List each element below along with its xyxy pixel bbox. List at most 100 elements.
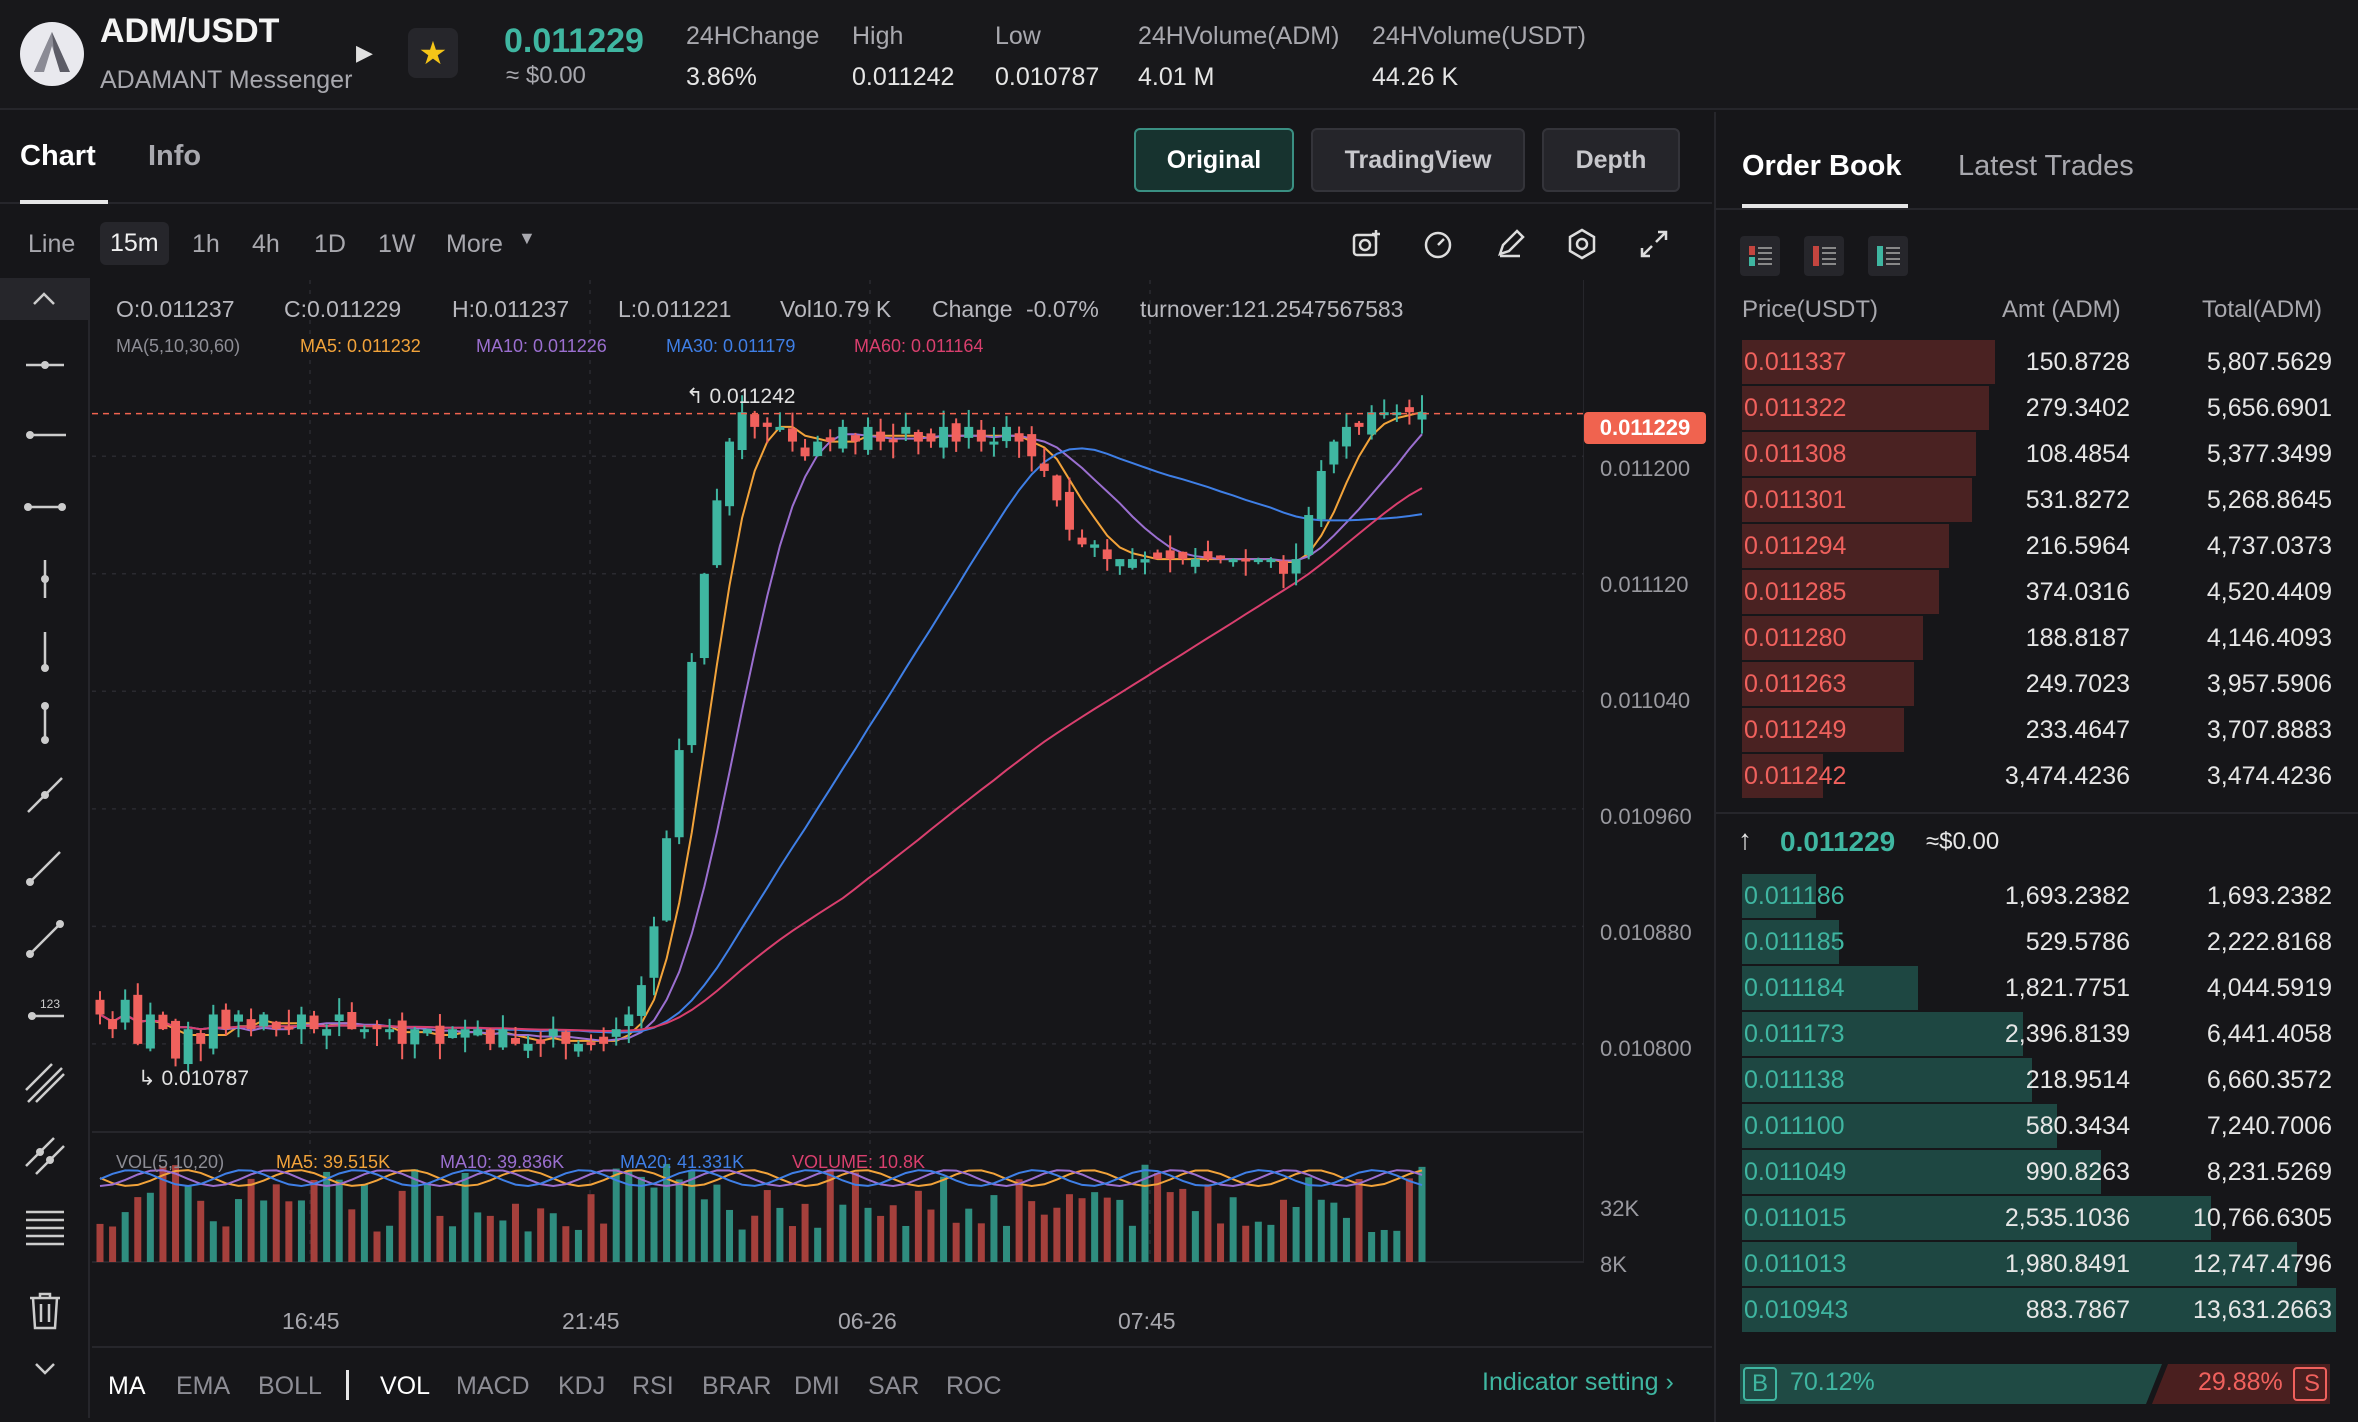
interval-1w[interactable]: 1W (378, 230, 416, 258)
bid-row[interactable]: 0.010943 883.7867 13,631.2663 (1742, 1288, 2336, 1332)
ask-row[interactable]: 0.011249 233.4647 3,707.8883 (1742, 708, 2336, 752)
volume-bar (323, 1171, 331, 1262)
bid-row[interactable]: 0.011186 1,693.2382 1,693.2382 (1742, 874, 2336, 918)
volume-bar (234, 1199, 242, 1262)
favorite-star-icon[interactable]: ★ (408, 28, 458, 78)
interval-more[interactable]: More (446, 230, 503, 258)
candle-body (939, 426, 949, 448)
stat-24h-change: 24HChange 3.86% (686, 22, 819, 92)
bid-row[interactable]: 0.011013 1,980.8491 12,747.4796 (1742, 1242, 2336, 1286)
tab-chart[interactable]: Chart (20, 140, 96, 172)
candle-body (762, 422, 772, 427)
tab-order-book[interactable]: Order Book (1742, 150, 1902, 182)
draw-pencil-icon[interactable] (1490, 224, 1530, 264)
ask-row[interactable]: 0.011337 150.8728 5,807.5629 (1742, 340, 2336, 384)
volume-bar (1418, 1166, 1426, 1262)
indicator-sar[interactable]: SAR (868, 1372, 920, 1400)
volume-bar (1368, 1231, 1376, 1262)
interval-line[interactable]: Line (28, 230, 76, 258)
bid-row[interactable]: 0.011138 218.9514 6,660.3572 (1742, 1058, 2336, 1102)
fullscreen-expand-icon[interactable] (1634, 224, 1674, 264)
indicator-brar[interactable]: BRAR (702, 1372, 772, 1400)
candle-body (863, 426, 873, 450)
ask-row[interactable]: 0.011294 216.5964 4,737.0373 (1742, 524, 2336, 568)
orderbook-mode-asks-icon[interactable] (1804, 236, 1844, 276)
indicator-rsi[interactable]: RSI (632, 1372, 674, 1400)
horizontal-ray-icon[interactable] (22, 342, 68, 388)
ask-row[interactable]: 0.011280 188.8187 4,146.4093 (1742, 616, 2336, 660)
indicator-vol[interactable]: VOL (380, 1372, 431, 1400)
volume-bar (1040, 1214, 1048, 1262)
bid-row[interactable]: 0.011173 2,396.8139 6,441.4058 (1742, 1012, 2336, 1056)
delete-trash-icon[interactable] (22, 1288, 68, 1334)
ask-row[interactable]: 0.011285 374.0316 4,520.4409 (1742, 570, 2336, 614)
pair-symbol[interactable]: ADM/USDT (100, 12, 280, 50)
header-price: Price(USDT) (1742, 296, 1878, 323)
indicator-ma[interactable]: MA (108, 1372, 146, 1400)
pair-switch-caret-icon[interactable]: ▶ (356, 40, 373, 65)
volume-bar (1015, 1179, 1023, 1262)
bid-row[interactable]: 0.011049 990.8263 8,231.5269 (1742, 1150, 2336, 1194)
indicator-boll[interactable]: BOLL (258, 1372, 322, 1400)
indicator-kdj[interactable]: KDJ (558, 1372, 606, 1400)
chevron-down-icon[interactable] (22, 1348, 68, 1388)
orderbook-mode-bids-icon[interactable] (1868, 236, 1908, 276)
tab-latest-trades[interactable]: Latest Trades (1958, 150, 2134, 182)
horizontal-line-icon[interactable] (22, 412, 68, 458)
tab-info[interactable]: Info (148, 140, 202, 172)
bid-row[interactable]: 0.011185 529.5786 2,222.8168 (1742, 920, 2336, 964)
candle-body (1304, 515, 1314, 555)
ask-row[interactable]: 0.011308 108.4854 5,377.3499 (1742, 432, 2336, 476)
indicator-macd[interactable]: MACD (456, 1372, 530, 1400)
bid-row[interactable]: 0.011100 580.3434 7,240.7006 (1742, 1104, 2336, 1148)
vertical-line-icon[interactable] (22, 628, 68, 674)
view-original-button[interactable]: Original (1134, 128, 1294, 192)
view-tradingview-button[interactable]: TradingView (1311, 128, 1525, 192)
bid-row[interactable]: 0.011015 2,535.1036 10,766.6305 (1742, 1196, 2336, 1240)
view-depth-button[interactable]: Depth (1542, 128, 1680, 192)
toolbar-scroll-up[interactable] (0, 278, 88, 320)
horizontal-segment-icon[interactable] (22, 484, 68, 530)
more-dropdown-icon[interactable]: ▼ (518, 228, 536, 248)
depth-bar (1742, 432, 1977, 476)
candle-body (221, 1009, 231, 1030)
volume-bar (474, 1212, 482, 1262)
segment-line-icon[interactable] (22, 916, 68, 962)
ask-row[interactable]: 0.011322 279.3402 5,656.6901 (1742, 386, 2336, 430)
orderbook-mode-both-icon[interactable] (1740, 236, 1780, 276)
indicator-setting-link[interactable]: Indicator setting › (1482, 1368, 1674, 1396)
indicator-ema[interactable]: EMA (176, 1372, 231, 1400)
indicator-gauge-icon[interactable] (1418, 224, 1458, 264)
vertical-segment-icon[interactable] (22, 700, 68, 746)
ask-row[interactable]: 0.011263 249.7023 3,957.5906 (1742, 662, 2336, 706)
price-channel-icon[interactable] (22, 1132, 68, 1178)
settings-gear-icon[interactable] (1562, 224, 1602, 264)
vertical-ray-icon[interactable] (22, 556, 68, 602)
volume-bar (272, 1184, 280, 1262)
ask-row[interactable]: 0.011301 531.8272 5,268.8645 (1742, 478, 2336, 522)
candle-body (1341, 426, 1351, 447)
stat-label: 24HChange (686, 22, 820, 50)
screenshot-icon[interactable] (1346, 224, 1386, 264)
price-chart[interactable] (92, 280, 1584, 1302)
interval-15m[interactable]: 15m (100, 222, 169, 265)
chart-tabs-row (0, 112, 1712, 204)
ray-line-icon[interactable] (22, 772, 68, 818)
price-label-icon[interactable]: 123 (22, 988, 68, 1034)
bid-row[interactable]: 0.011184 1,821.7751 4,044.5919 (1742, 966, 2336, 1010)
interval-4h[interactable]: 4h (252, 230, 280, 258)
fibonacci-lines-icon[interactable] (22, 1204, 68, 1250)
straight-line-icon[interactable] (22, 844, 68, 890)
interval-1h[interactable]: 1h (192, 230, 220, 258)
candle-body (1253, 559, 1263, 563)
volume-bar (625, 1169, 633, 1262)
candle-body (1064, 491, 1074, 530)
volume-bar (398, 1190, 406, 1262)
parallel-lines-icon[interactable] (22, 1060, 68, 1106)
interval-1d[interactable]: 1D (314, 230, 346, 258)
indicator-dmi[interactable]: DMI (794, 1372, 840, 1400)
indicator-roc[interactable]: ROC (946, 1372, 1002, 1400)
row-price: 0.011015 (1744, 1204, 1847, 1232)
ask-row[interactable]: 0.011242 3,474.4236 3,474.4236 (1742, 754, 2336, 798)
volume-bar (373, 1231, 381, 1262)
